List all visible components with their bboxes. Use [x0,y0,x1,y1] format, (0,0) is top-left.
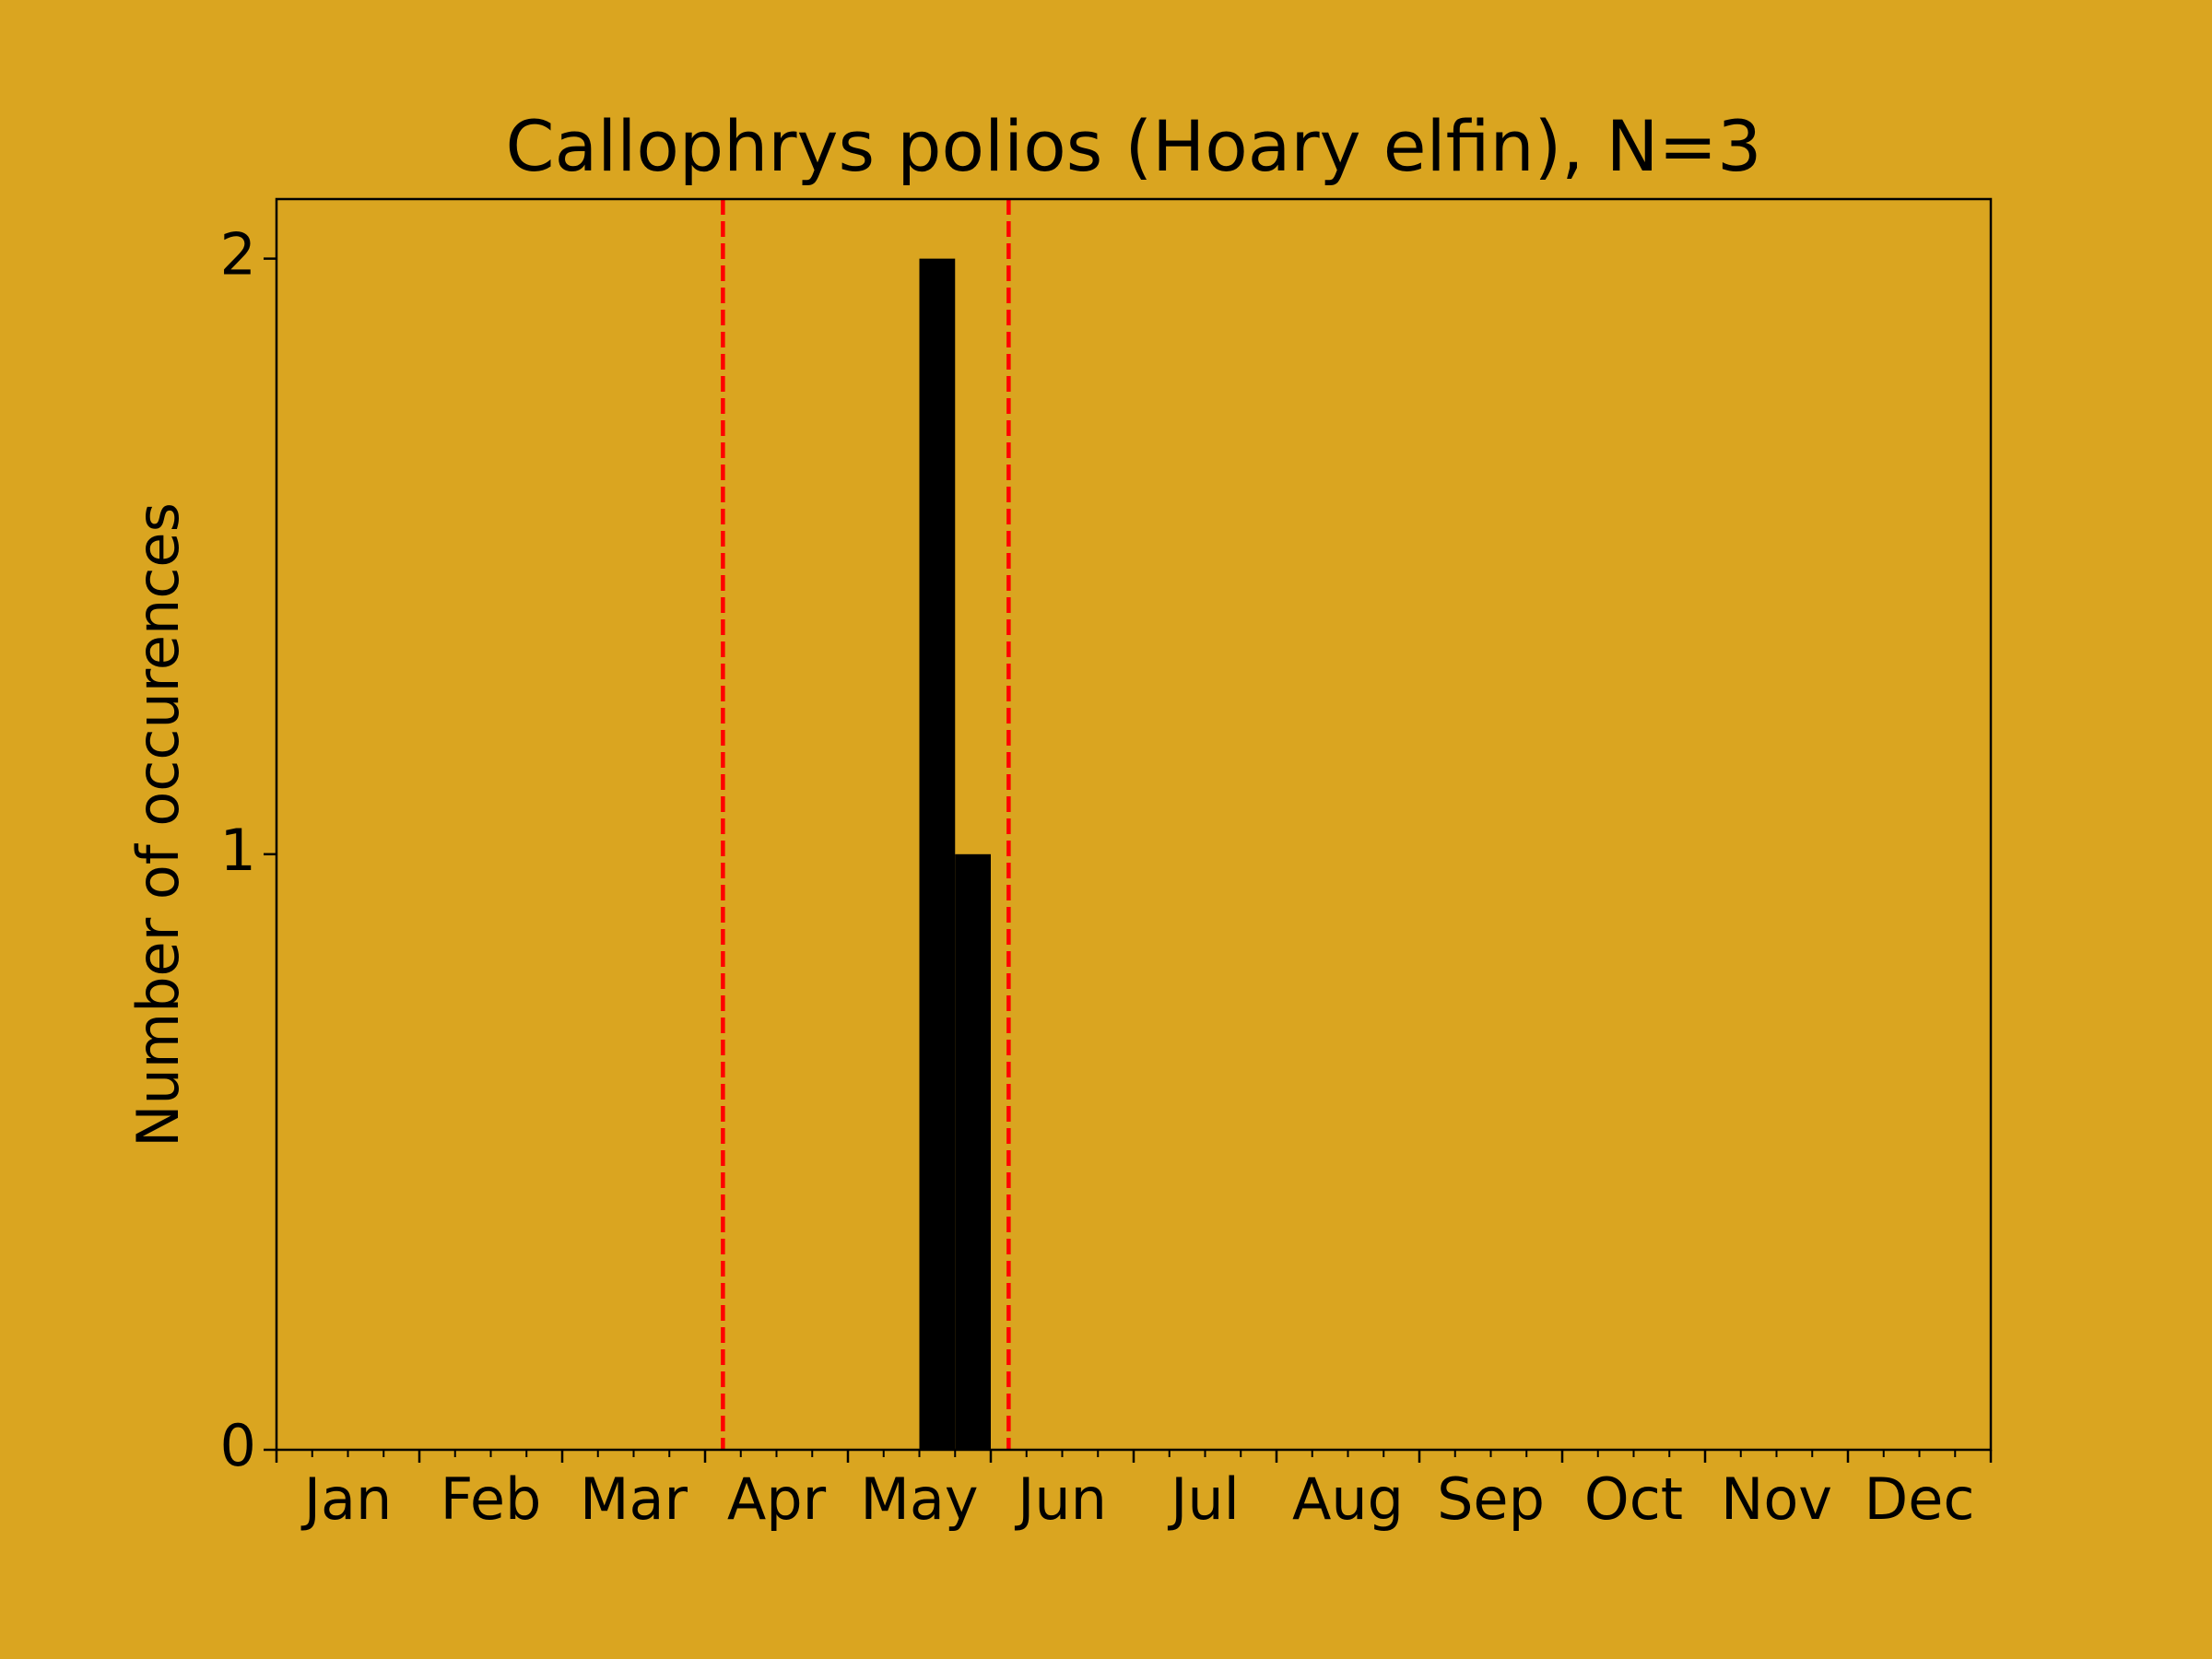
x-tick-label: Mar [580,1465,688,1533]
y-tick-label: 0 [220,1412,256,1479]
y-axis-label: Number of occurences [124,502,192,1147]
x-tick-label: May [860,1465,978,1533]
y-tick-label: 1 [220,817,256,884]
x-tick-label: Jun [1014,1465,1107,1533]
y-tick-label: 2 [220,221,256,288]
bar [919,258,956,1451]
x-tick-label: Feb [441,1465,542,1533]
x-tick-label: Dec [1865,1465,1975,1533]
bar [955,853,991,1450]
x-tick-label: Jan [300,1465,393,1533]
x-tick-label: Nov [1721,1465,1832,1533]
x-tick-label: Apr [727,1465,827,1533]
chart-title: Callophrys polios (Hoary elfin), N=3 [506,105,1762,187]
x-tick-label: Sep [1437,1465,1545,1533]
x-tick-label: Oct [1584,1465,1683,1533]
x-tick-label: Aug [1292,1465,1404,1533]
x-tick-label: Jul [1167,1465,1240,1533]
